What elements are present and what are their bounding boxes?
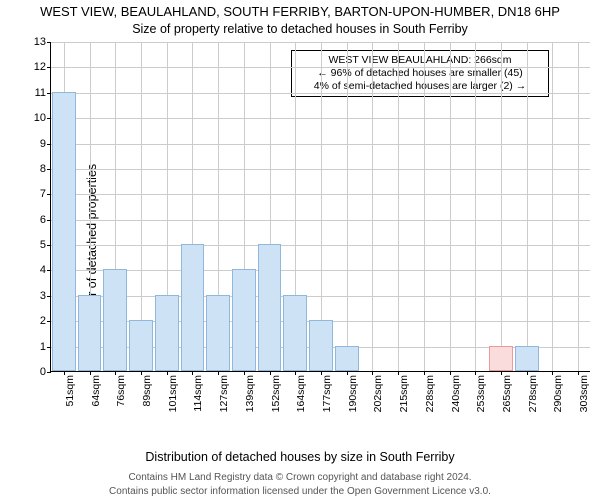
ytick-label: 1 [40, 341, 46, 353]
xtick-label: 51sqm [64, 375, 76, 407]
gridline-v [398, 42, 399, 371]
gridline-v [475, 42, 476, 371]
ytick-mark [47, 144, 51, 145]
xtick-label: 114sqm [192, 375, 204, 412]
bar-main [78, 295, 102, 371]
bar-main [515, 346, 539, 371]
bar-main [309, 320, 333, 371]
ytick-label: 2 [40, 315, 46, 327]
xtick-label: 303sqm [578, 375, 590, 412]
xtick-label: 76sqm [115, 375, 127, 407]
xtick-label: 164sqm [295, 375, 307, 412]
ytick-label: 13 [34, 36, 46, 48]
xtick-label: 177sqm [321, 375, 333, 412]
ytick-mark [47, 245, 51, 246]
gridline-v [347, 42, 348, 371]
ytick-mark [47, 67, 51, 68]
legend-line-3: 4% of semi-detached houses are larger (2… [297, 80, 543, 93]
xtick-label: 89sqm [141, 375, 153, 407]
x-axis-label: Distribution of detached houses by size … [0, 450, 600, 464]
ytick-mark [47, 372, 51, 373]
xtick-label: 253sqm [475, 375, 487, 412]
xtick-label: 215sqm [398, 375, 410, 412]
ytick-mark [47, 93, 51, 94]
legend-line-2: ← 96% of detached houses are smaller (45… [297, 67, 543, 80]
ytick-label: 8 [40, 163, 46, 175]
gridline-v [424, 42, 425, 371]
title-main: WEST VIEW, BEAULAHLAND, SOUTH FERRIBY, B… [0, 4, 600, 19]
bar-main [283, 295, 307, 371]
ytick-label: 5 [40, 239, 46, 251]
legend-line-1: WEST VIEW BEAULAHLAND: 266sqm [297, 54, 543, 67]
xtick-label: 228sqm [424, 375, 436, 412]
ytick-mark [47, 270, 51, 271]
bar-main [103, 269, 127, 371]
ytick-mark [47, 347, 51, 348]
gridline-v [501, 42, 502, 371]
xtick-label: 139sqm [244, 375, 256, 412]
ytick-mark [47, 321, 51, 322]
ytick-mark [47, 296, 51, 297]
xtick-label: 127sqm [218, 375, 230, 412]
plot-area: WEST VIEW BEAULAHLAND: 266sqm ← 96% of d… [50, 42, 590, 372]
xtick-label: 290sqm [552, 375, 564, 412]
ytick-label: 12 [34, 61, 46, 73]
bar-main [258, 244, 282, 371]
bar-main [232, 269, 256, 371]
bar-main [206, 295, 230, 371]
ytick-label: 10 [34, 112, 46, 124]
ytick-mark [47, 220, 51, 221]
gridline-v [372, 42, 373, 371]
gridline-v [578, 42, 579, 371]
bar-highlight [489, 346, 513, 371]
ytick-mark [47, 42, 51, 43]
chart-container: WEST VIEW, BEAULAHLAND, SOUTH FERRIBY, B… [0, 0, 600, 500]
xtick-label: 202sqm [372, 375, 384, 412]
bar-main [129, 320, 153, 371]
bar-main [335, 346, 359, 371]
ytick-label: 0 [40, 366, 46, 378]
gridline-v [450, 42, 451, 371]
ytick-label: 4 [40, 264, 46, 276]
bar-main [181, 244, 205, 371]
xtick-label: 278sqm [527, 375, 539, 412]
ytick-mark [47, 194, 51, 195]
bar-main [155, 295, 179, 371]
xtick-label: 64sqm [90, 375, 102, 407]
ytick-mark [47, 169, 51, 170]
ytick-label: 6 [40, 214, 46, 226]
bar-main [52, 92, 76, 371]
gridline-v [552, 42, 553, 371]
xtick-label: 240sqm [450, 375, 462, 412]
xtick-label: 265sqm [501, 375, 513, 412]
xtick-label: 101sqm [167, 375, 179, 412]
xtick-label: 152sqm [270, 375, 282, 412]
attribution-line-1: Contains HM Land Registry data © Crown c… [0, 472, 600, 483]
ytick-mark [47, 118, 51, 119]
ytick-label: 7 [40, 188, 46, 200]
legend-box: WEST VIEW BEAULAHLAND: 266sqm ← 96% of d… [291, 50, 549, 97]
ytick-label: 3 [40, 290, 46, 302]
xtick-label: 190sqm [347, 375, 359, 412]
title-sub: Size of property relative to detached ho… [0, 22, 600, 36]
gridline-v [527, 42, 528, 371]
ytick-label: 9 [40, 138, 46, 150]
attribution-line-2: Contains public sector information licen… [0, 486, 600, 497]
ytick-label: 11 [35, 87, 46, 99]
